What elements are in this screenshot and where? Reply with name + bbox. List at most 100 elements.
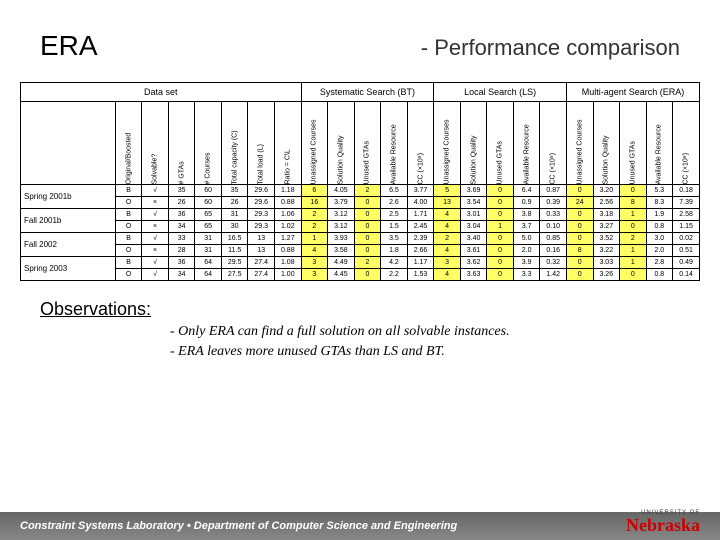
col-header: Available Resource [381,102,408,185]
cell: √ [142,233,169,245]
cell: 0.87 [540,185,567,197]
cell: 0.85 [540,233,567,245]
cell: 33 [168,233,195,245]
cell: 3.62 [460,257,487,269]
cell: 0 [354,245,381,257]
cell: 3.26 [593,269,620,281]
cell: 35 [221,185,248,197]
cell: 5.0 [513,233,540,245]
cell: √ [142,209,169,221]
cell: 2.66 [407,245,434,257]
col-header: Original/Boosted [115,102,142,185]
cell: 4.00 [407,197,434,209]
cell: 2.2 [381,269,408,281]
cell: 0 [566,269,593,281]
cell: 8 [566,245,593,257]
observation-line: - ERA leaves more unused GTAs than LS an… [170,344,680,360]
cell: 3.12 [328,221,355,233]
cell: 0.02 [673,233,700,245]
cell: 2 [301,209,328,221]
cell: 26 [168,197,195,209]
cell: 30 [221,221,248,233]
cell: 3.8 [513,209,540,221]
cell: 3.40 [460,233,487,245]
cell: 29.3 [248,209,275,221]
cell: 1 [301,233,328,245]
cell: 36 [168,209,195,221]
cell: 16.5 [221,233,248,245]
cell: 0.10 [540,221,567,233]
col-header: Unused GTAs [487,102,514,185]
cell: 1.5 [381,221,408,233]
col-header: Available Resource [646,102,673,185]
cell: 0.88 [274,197,301,209]
cell: 0.9 [513,197,540,209]
col-header: Unused GTAs [620,102,647,185]
cell: 28 [168,245,195,257]
cell: 3.12 [328,209,355,221]
cell: 1.8 [381,245,408,257]
cell: 3.18 [593,209,620,221]
cell: √ [142,257,169,269]
cell: 0 [354,209,381,221]
col-header: Available Resource [513,102,540,185]
row-label: Fall 2001b [21,209,116,233]
cell: 3.58 [328,245,355,257]
cell: 8 [620,197,647,209]
cell: 0 [566,257,593,269]
cell: 1.02 [274,221,301,233]
cell: 0 [566,221,593,233]
cell: 2.39 [407,233,434,245]
comparison-table: Data setSystematic Search (BT)Local Sear… [20,82,700,281]
col-header: CC (×10⁸) [407,102,434,185]
cell: 1.17 [407,257,434,269]
group-bt: Systematic Search (BT) [301,83,434,102]
cell: 3.63 [460,269,487,281]
title-area: ERA - Performance comparison [0,0,720,72]
cell: 2.56 [593,197,620,209]
cell: 0 [487,269,514,281]
cell: 3.01 [460,209,487,221]
cell: 2 [354,185,381,197]
cell: 0 [620,221,647,233]
cell: 3.5 [381,233,408,245]
cell: 34 [168,269,195,281]
cell: 29.6 [248,185,275,197]
cell: 1 [620,245,647,257]
cell: 0.18 [673,185,700,197]
cell: 1.15 [673,221,700,233]
group-dataset: Data set [21,83,302,102]
cell: 3.79 [328,197,355,209]
cell: 4 [434,245,461,257]
cell: 29.6 [248,197,275,209]
cell: 8.3 [646,197,673,209]
cell: 1.18 [274,185,301,197]
cell: 3.61 [460,245,487,257]
cell: 0.14 [673,269,700,281]
cell: 0.8 [646,269,673,281]
observations: Observations: - Only ERA can find a full… [40,299,680,360]
cell: 1 [487,221,514,233]
cell: 65 [195,209,222,221]
cell: 4 [434,221,461,233]
footer-text: Constraint Systems Laboratory • Departme… [20,520,457,532]
cell: O [115,221,142,233]
cell: 0.32 [540,257,567,269]
cell: 0 [566,209,593,221]
cell: 31 [221,209,248,221]
cell: 5 [434,185,461,197]
cell: 65 [195,221,222,233]
col-header: Unused GTAs [354,102,381,185]
cell: × [142,221,169,233]
footer-bar: Constraint Systems Laboratory • Departme… [0,512,720,540]
cell: 3.03 [593,257,620,269]
cell: 1.9 [646,209,673,221]
cell: 0 [620,185,647,197]
cell: 0.8 [646,221,673,233]
cell: 0 [487,209,514,221]
cell: 0 [487,197,514,209]
cell: 2.0 [646,245,673,257]
cell: O [115,269,142,281]
col-header: Solution Quality [460,102,487,185]
cell: 1 [620,257,647,269]
